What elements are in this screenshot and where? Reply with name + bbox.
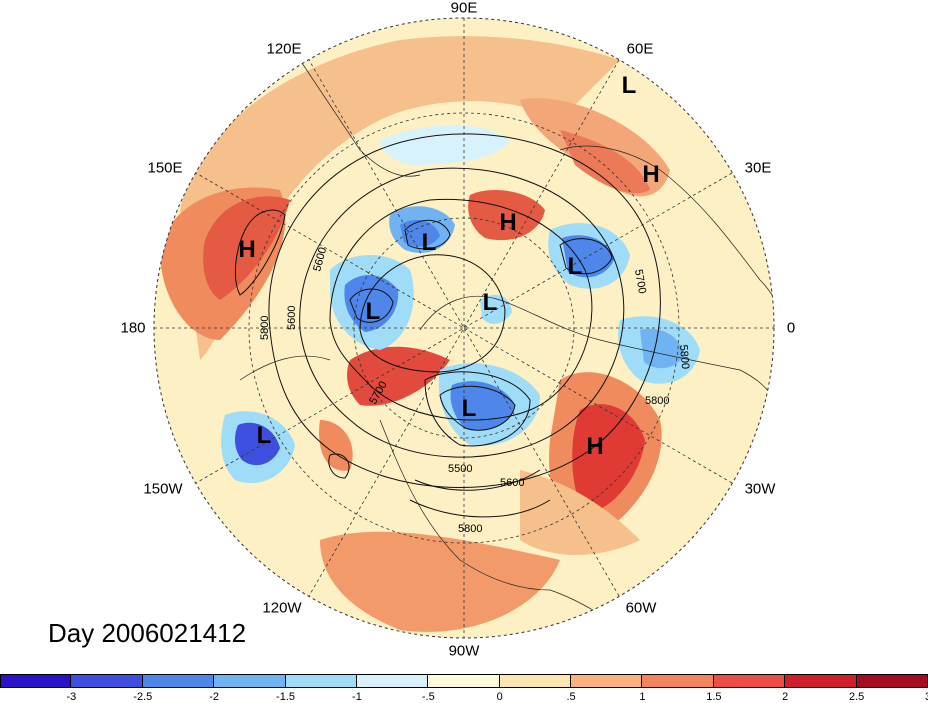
colorbar-frame <box>0 674 928 688</box>
colorbar-swatch <box>428 674 500 688</box>
colorbar-swatch <box>71 674 143 688</box>
longitude-label: 60E <box>626 40 654 58</box>
colorbar-tick-label: 3 <box>925 691 928 703</box>
colorbar-tick-label: 1.5 <box>706 691 722 703</box>
colorbar-swatch <box>785 674 857 688</box>
colorbar-swatch <box>713 674 786 688</box>
longitude-label: 90E <box>450 0 478 17</box>
colorbar-tick-label: -3 <box>66 691 77 703</box>
contour-label: 5800 <box>458 523 482 535</box>
colorbar-tick-label: -1.5 <box>276 691 296 703</box>
longitude-label: 90W <box>448 642 480 660</box>
high-center-marker: H <box>499 209 516 236</box>
contour-label: 5800 <box>677 344 691 369</box>
longitude-label: 30W <box>744 480 776 498</box>
contour-label: 5700 <box>632 268 648 294</box>
longitude-label: 120W <box>262 599 302 617</box>
colorbar-tick-label: -2 <box>209 691 220 703</box>
contour-label: 5500 <box>448 463 472 475</box>
colorbar-swatch <box>571 674 643 688</box>
longitude-label: 150W <box>143 480 183 498</box>
longitude-label: 0 <box>786 319 796 337</box>
low-center-marker: L <box>622 72 637 99</box>
colorbar-tick-label: -1 <box>352 691 362 703</box>
low-center-marker: L <box>257 422 272 449</box>
colorbar-tick-label: -.5 <box>421 691 435 703</box>
high-center-marker: H <box>586 433 603 460</box>
contour-label: 5800 <box>645 395 669 407</box>
colorbar-swatch <box>285 674 357 688</box>
colorbar-swatch <box>499 674 572 688</box>
colorbar-tick-label: 2 <box>782 691 789 703</box>
longitude-label: 150E <box>147 159 183 177</box>
longitude-label: 60W <box>625 599 657 617</box>
longitude-label: 180 <box>120 319 146 337</box>
contour-label: 5600 <box>286 306 298 330</box>
anomaly-field <box>154 18 774 638</box>
colorbar-tick-label: 2.5 <box>848 691 865 703</box>
colorbar-swatch <box>642 674 714 688</box>
longitude-label: 30E <box>744 159 772 177</box>
high-center-marker: H <box>238 236 255 263</box>
contour-label: 5600 <box>500 477 524 489</box>
contour-label: 5800 <box>259 316 271 340</box>
low-center-marker: L <box>462 395 477 422</box>
low-center-marker: L <box>422 229 437 256</box>
low-center-marker: L <box>568 253 583 280</box>
low-center-marker: L <box>483 289 498 316</box>
colorbar-tick-label: -2.5 <box>133 691 153 703</box>
colorbar-swatch <box>356 674 429 688</box>
colorbar-swatch <box>214 674 286 688</box>
map-title: Day 2006021412 <box>48 618 247 648</box>
colorbar-tick-label: .5 <box>566 691 576 703</box>
longitude-label: 120E <box>266 40 302 58</box>
polar-stereographic-map: 5600 5600 5700 5800 5700 5800 5800 5500 … <box>153 17 775 639</box>
colorbar-swatch <box>0 674 72 688</box>
colorbar-swatch <box>142 674 215 688</box>
colorbar-tick-label: 0 <box>496 691 503 703</box>
high-center-marker: H <box>642 161 659 188</box>
colorbar: -3 -2.5 -2 -1.5 -1 -.5 0 .5 1 1.5 2 2.5 3 <box>0 674 928 703</box>
low-center-marker: L <box>366 298 381 325</box>
colorbar-tick-label: 1 <box>639 691 646 703</box>
